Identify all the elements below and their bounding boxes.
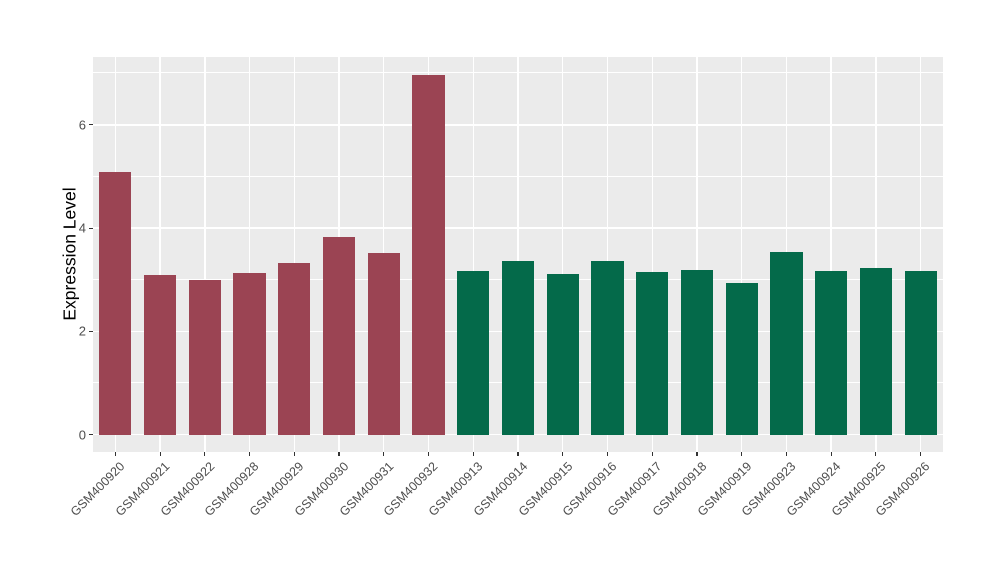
h-gridline-minor bbox=[93, 175, 943, 177]
v-gridline bbox=[919, 57, 922, 452]
h-gridline-major bbox=[93, 227, 943, 229]
x-tick-mark bbox=[517, 452, 519, 456]
h-gridline-minor bbox=[93, 72, 943, 74]
bar-GSM400919 bbox=[725, 283, 758, 435]
bar-GSM400913 bbox=[457, 270, 490, 435]
x-tick-mark bbox=[427, 452, 430, 456]
x-tick-mark bbox=[875, 452, 877, 456]
y-tick-label: 4 bbox=[78, 220, 86, 236]
x-tick-mark bbox=[606, 452, 609, 456]
bar-GSM400929 bbox=[278, 263, 311, 435]
h-gridline-major bbox=[93, 124, 943, 126]
bar-GSM400920 bbox=[99, 172, 132, 435]
plot-panel bbox=[93, 57, 943, 452]
x-tick-mark bbox=[383, 452, 385, 456]
v-gridline bbox=[696, 57, 698, 452]
v-gridline bbox=[293, 57, 295, 452]
x-tick-mark bbox=[293, 452, 295, 456]
bar-GSM400930 bbox=[322, 237, 356, 435]
bar-GSM400928 bbox=[233, 273, 266, 435]
h-gridline-major bbox=[93, 433, 943, 436]
v-gridline bbox=[651, 57, 653, 452]
bar-GSM400923 bbox=[770, 251, 803, 435]
x-tick-mark bbox=[920, 452, 922, 456]
bar-GSM400914 bbox=[501, 261, 535, 435]
x-tick-mark bbox=[696, 452, 698, 456]
y-tick-label: 6 bbox=[78, 117, 86, 133]
x-tick-mark bbox=[204, 452, 206, 456]
bar-GSM400922 bbox=[188, 280, 221, 435]
x-tick-mark bbox=[248, 452, 251, 456]
x-tick-mark bbox=[472, 452, 474, 456]
bar-GSM400932 bbox=[412, 74, 445, 435]
y-tick-mark bbox=[89, 124, 93, 126]
bar-GSM400925 bbox=[859, 268, 892, 435]
y-tick-label: 0 bbox=[78, 427, 86, 442]
y-tick-mark bbox=[89, 433, 93, 436]
y-tick-label: 2 bbox=[78, 323, 86, 339]
v-gridline bbox=[875, 57, 877, 452]
bar-GSM400918 bbox=[680, 270, 714, 435]
v-gridline bbox=[606, 57, 609, 452]
v-gridline bbox=[159, 57, 161, 452]
bar-GSM400916 bbox=[591, 260, 624, 435]
x-tick-mark bbox=[114, 452, 116, 456]
x-tick-mark bbox=[338, 452, 340, 456]
y-tick-mark bbox=[89, 330, 93, 332]
bar-GSM400915 bbox=[546, 273, 579, 435]
v-gridline bbox=[740, 57, 743, 452]
v-gridline bbox=[517, 57, 519, 452]
y-axis-title: Expression Level bbox=[59, 187, 80, 321]
v-gridline bbox=[472, 57, 474, 452]
bar-GSM400926 bbox=[904, 270, 937, 435]
v-gridline bbox=[830, 57, 832, 452]
x-tick-mark bbox=[785, 452, 787, 456]
bar-GSM400931 bbox=[367, 252, 400, 435]
v-gridline bbox=[562, 57, 564, 452]
y-tick-mark bbox=[89, 227, 93, 229]
bar-GSM400921 bbox=[144, 275, 177, 435]
x-tick-mark bbox=[651, 452, 653, 456]
x-tick-mark bbox=[159, 452, 161, 456]
v-gridline bbox=[204, 57, 206, 452]
bar-GSM400924 bbox=[815, 270, 848, 435]
x-tick-mark bbox=[830, 452, 832, 456]
bar-GSM400917 bbox=[636, 271, 669, 435]
x-tick-mark bbox=[562, 452, 564, 456]
v-gridline bbox=[248, 57, 251, 452]
x-tick-mark bbox=[741, 452, 743, 456]
